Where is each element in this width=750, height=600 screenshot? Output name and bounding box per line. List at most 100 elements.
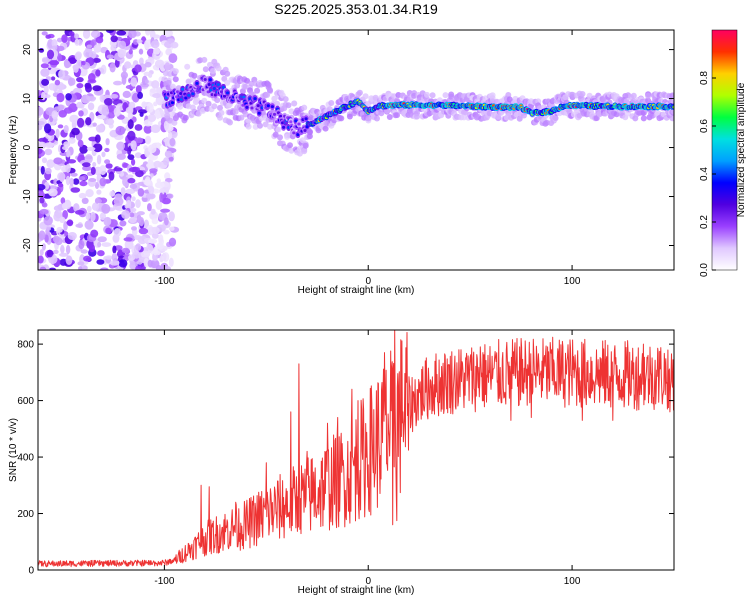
spectrogram-ridge-cell <box>296 133 300 137</box>
spectrogram-halo-cell <box>165 79 172 86</box>
spectrogram-halo-cell <box>301 104 308 111</box>
spectrogram-noise-cell <box>105 163 113 169</box>
spectrogram-noise-cell <box>147 203 152 212</box>
spectrogram-noise-cell <box>65 244 71 255</box>
spectrogram-noise-cell <box>164 150 173 158</box>
spectrogram-ridge-cell <box>184 96 188 100</box>
spectrogram-noise-cell <box>61 202 68 210</box>
spectrogram-noise-cell <box>66 149 71 158</box>
spectrogram-noise-cell <box>118 259 128 268</box>
spectrogram-ridge-cell <box>294 119 298 123</box>
spectrogram-halo-cell <box>346 113 353 120</box>
spectrogram-noise-cell <box>137 91 144 99</box>
spectrogram-noise-cell <box>81 197 89 204</box>
spectrogram-noise-cell <box>106 30 114 34</box>
spectrogram-noise-cell <box>84 220 94 230</box>
spectrogram-noise-cell <box>83 255 92 262</box>
spectrogram-noise-cell <box>145 30 151 36</box>
spectrogram-noise-cell <box>143 257 149 268</box>
spectrogram-noise-cell <box>144 39 151 50</box>
spectrogram-noise-cell <box>39 266 47 270</box>
spectrogram-noise-cell <box>96 114 106 120</box>
spectrogram-noise-cell <box>92 122 97 127</box>
spectrogram-halo-cell <box>543 119 550 126</box>
spectrogram-noise-cell <box>38 230 46 241</box>
spectrogram-noise-cell <box>75 223 83 228</box>
spectrogram-halo-cell <box>301 148 308 155</box>
spectrogram-noise-cell <box>85 117 92 126</box>
spectrogram-frame <box>37 29 675 271</box>
spectrogram-noise-cell <box>156 242 164 250</box>
spectrogram-noise-cell <box>76 77 84 83</box>
spectrogram-noise-cell <box>139 111 144 117</box>
spectrogram-ridge-cell <box>222 94 227 98</box>
spectrogram-noise-cell <box>135 265 142 270</box>
spectrogram-noise-cell <box>71 127 80 136</box>
spectrogram-halo-cell <box>204 105 211 112</box>
snr-y-tick-label: 0 <box>28 566 34 577</box>
spectrogram-noise-cell <box>144 61 152 68</box>
spectrogram-noise-cell <box>134 64 142 73</box>
spectrogram-noise-cell <box>115 125 126 136</box>
spectrogram-y-ticks: -20 -10 0 10 20 <box>22 44 674 253</box>
spectrogram-noise-cell <box>130 77 138 87</box>
spectrogram-noise-cell <box>147 144 157 154</box>
spectrogram-noise-cell <box>87 102 95 111</box>
spectrogram-ridge-cell <box>257 111 261 115</box>
spectrogram-ridge-cell <box>195 81 199 85</box>
spectrogram-noise-cell <box>135 137 144 144</box>
spectrogram-noise-cell <box>61 146 69 150</box>
spectrogram-noise-cell <box>145 193 156 200</box>
spectrogram-noise-cell <box>95 36 104 44</box>
spectrogram-ridge-cell <box>297 122 301 126</box>
spectrogram-noise-cell <box>60 244 65 254</box>
spectrogram-noise-cell <box>84 154 93 164</box>
snr-series-line <box>38 330 674 568</box>
spectrogram-noise-cell <box>63 125 69 133</box>
colorbar-tick-label: 0.0 <box>699 263 710 277</box>
spectrogram-halo-cell <box>272 131 279 138</box>
spectrogram-noise-cell <box>164 217 169 226</box>
spectrogram-noise-cell <box>68 57 77 64</box>
spectrogram-noise-cell <box>40 165 45 175</box>
spectrogram-noise-cell <box>74 52 81 61</box>
spectrogram-noise-cell <box>149 88 157 93</box>
spectrogram-noise-cell <box>165 178 173 183</box>
spectrogram-halo-cell <box>217 104 223 111</box>
snr-x-ticks: -100 0 100 <box>154 330 581 587</box>
spectrogram-y-tick-label: -10 <box>22 189 33 204</box>
colorbar-tick-label: 0.4 <box>699 167 710 181</box>
spectrogram-noise-cell <box>110 35 118 43</box>
spectrogram-noise-cell <box>91 202 100 211</box>
spectrogram-noise-cell <box>56 37 63 43</box>
spectrogram-halo-cell <box>669 92 674 99</box>
spectrogram-noise-cell <box>127 119 134 130</box>
spectrogram-noise-cell <box>80 249 88 254</box>
spectrogram-noise-cell <box>81 94 91 104</box>
spectrogram-noise-cell <box>165 48 173 56</box>
spectrogram-noise-cell <box>86 44 93 49</box>
spectrogram-noise-cell <box>113 80 123 86</box>
spectrogram-ridge-cell <box>221 85 226 89</box>
spectrogram-noise-cell <box>110 44 117 52</box>
spectrogram-noise-cell <box>53 178 58 186</box>
spectrogram-noise-cell <box>127 154 135 161</box>
spectrogram-noise-cell <box>77 139 84 148</box>
spectrogram-noise-cell <box>38 255 44 264</box>
spectrogram-noise-cell <box>113 107 121 117</box>
spectrogram-noise-cell <box>81 60 86 66</box>
spectrogram-noise-cell <box>106 54 115 59</box>
spectrogram-noise-cell <box>150 259 160 269</box>
spectrogram-halo-cell <box>275 126 282 133</box>
spectrogram-noise-cell <box>39 208 49 215</box>
spectrogram-noise-cell <box>168 156 174 162</box>
snr-frame <box>37 329 675 571</box>
spectrogram-noise-cell <box>130 140 137 151</box>
spectrogram-y-tick-label: 10 <box>22 93 33 105</box>
spectrogram-noise-cell <box>128 30 137 39</box>
spectrogram-noise-cell <box>94 182 100 189</box>
spectrogram-noise-cell <box>151 226 160 235</box>
spectrogram-noise-cell <box>150 124 161 133</box>
spectrogram-halo-cell <box>184 63 191 70</box>
spectrogram-noise-cell <box>101 151 106 158</box>
